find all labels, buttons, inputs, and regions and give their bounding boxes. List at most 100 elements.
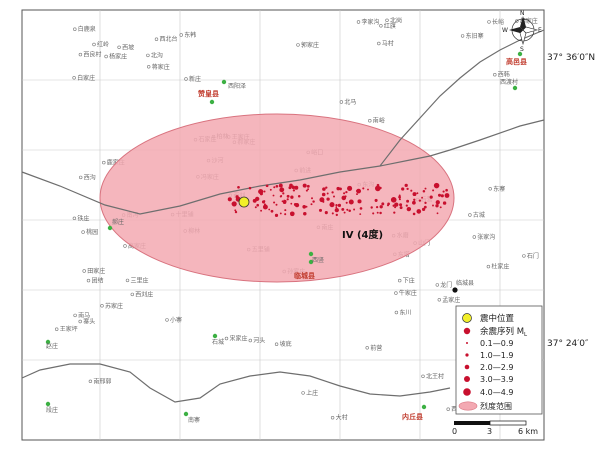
compass-rose-icon: N S E W: [502, 10, 542, 53]
aftershock-point: [262, 204, 268, 210]
scale-label-mid: 3: [487, 427, 492, 436]
aftershock-point: [254, 206, 257, 209]
village-point: [92, 42, 96, 47]
legend-mag-dot-5: [463, 388, 471, 396]
aftershock-point: [370, 206, 373, 209]
aftershock-point: [272, 194, 275, 197]
county-seat-label: 西阳泽: [228, 82, 246, 90]
aftershock-point: [393, 211, 396, 214]
aftershock-point: [310, 203, 313, 206]
village-label: 田家庄: [87, 267, 105, 275]
village-point: [82, 269, 86, 273]
county-seat-label: 西渡村: [500, 78, 518, 86]
boundary-line-north: [21, 119, 545, 215]
village-point: [86, 278, 91, 283]
county-seat-markers: 西阳泽 郝庄 石城 西竖 临城县 赵庄 南寨 段庄 西渡村: [45, 78, 518, 424]
scale-label-end: 6 km: [518, 427, 538, 436]
aftershock-point: [355, 189, 358, 192]
aftershock-point: [416, 209, 422, 214]
aftershock-point: [318, 208, 323, 212]
aftershock-point: [248, 186, 252, 190]
village-point: [487, 20, 491, 24]
village-point: [78, 175, 83, 180]
village-label: 杜家庄: [491, 263, 509, 271]
aftershock-point: [347, 185, 353, 191]
aftershock-point: [292, 189, 296, 192]
aftershock-point: [326, 197, 330, 201]
village-point: [368, 118, 372, 123]
village-label: 王家坪: [60, 325, 78, 333]
lat-label-top: 37° 36′0″N: [547, 53, 595, 63]
aftershock-point: [268, 208, 271, 211]
village-label: 东川: [399, 309, 411, 317]
village-point: [81, 230, 85, 234]
aftershock-point: [329, 202, 335, 208]
aftershock-point: [284, 209, 287, 212]
county-seat-dot: [45, 339, 51, 345]
legend-mag-dot-4: [464, 376, 470, 382]
legend-epicenter-label: 震中位置: [480, 313, 515, 324]
aftershock-point: [416, 192, 419, 195]
aftershock-point: [284, 213, 287, 216]
village-point: [365, 346, 369, 350]
village-label: 龙门: [440, 281, 452, 289]
aftershock-point: [326, 192, 329, 195]
aftershock-point: [280, 195, 283, 197]
village-point: [301, 391, 305, 395]
aftershock-point: [273, 201, 276, 204]
aftershock-point: [442, 190, 445, 193]
aftershock-point: [263, 190, 266, 193]
aftershock-point: [305, 189, 308, 192]
aftershock-point: [348, 199, 354, 205]
aftershock-point: [336, 186, 340, 191]
aftershock-point: [237, 185, 240, 189]
aftershock-point: [333, 195, 335, 198]
village-point: [184, 77, 188, 81]
aftershock-point: [270, 209, 274, 213]
village-label: 张家沟: [477, 233, 495, 241]
aftershock-point: [274, 213, 279, 218]
village-label: 西坡: [122, 43, 134, 51]
village-point: [78, 319, 82, 324]
aftershock-point: [289, 183, 293, 188]
epicenter-marker: [238, 196, 250, 208]
village-point: [468, 213, 472, 217]
county-seat-dot: [212, 333, 218, 339]
aftershock-point: [346, 208, 349, 211]
aftershock-point: [424, 187, 427, 190]
village-label: 三里庄: [131, 276, 149, 284]
legend-mag-label-4: 3.0—3.9: [480, 375, 513, 384]
aftershock-point: [412, 192, 417, 197]
village-label: 南马: [78, 311, 90, 319]
aftershock-point: [390, 196, 397, 203]
village-point: [356, 20, 361, 24]
aftershock-point: [321, 192, 326, 197]
aftershock-point: [362, 187, 365, 190]
aftershock-point: [255, 196, 260, 202]
village-label: 北王村: [426, 372, 444, 380]
county-seat-label: 石城: [212, 339, 224, 346]
village-point: [330, 416, 335, 420]
legend-mag-label-2: 1.0—1.9: [480, 351, 513, 360]
aftershock-point: [322, 200, 325, 203]
legend: 震中位置 余震序列 ML 0.1—0.9 1.0—1.9 2.0—2.9 3.0…: [455, 305, 543, 415]
aftershock-point: [334, 207, 339, 213]
legend-mag-dot-1: [466, 342, 468, 344]
village-point: [339, 100, 344, 104]
legend-box: [455, 305, 543, 415]
town-dot: [421, 404, 427, 410]
aftershock-point: [275, 184, 279, 188]
aftershock-point: [269, 188, 272, 191]
town-label-gaoyi: 高邑县: [506, 57, 527, 66]
county-seat-label: 西竖: [312, 256, 324, 264]
village-point: [72, 216, 77, 221]
village-label: 东旧寨: [466, 32, 484, 40]
aftershock-point: [234, 210, 238, 214]
aftershock-point: [335, 213, 338, 217]
aftershock-point: [375, 185, 381, 192]
aftershock-point: [339, 187, 342, 191]
county-seat-label: 郝庄: [112, 218, 124, 226]
aftershock-point: [387, 202, 390, 206]
